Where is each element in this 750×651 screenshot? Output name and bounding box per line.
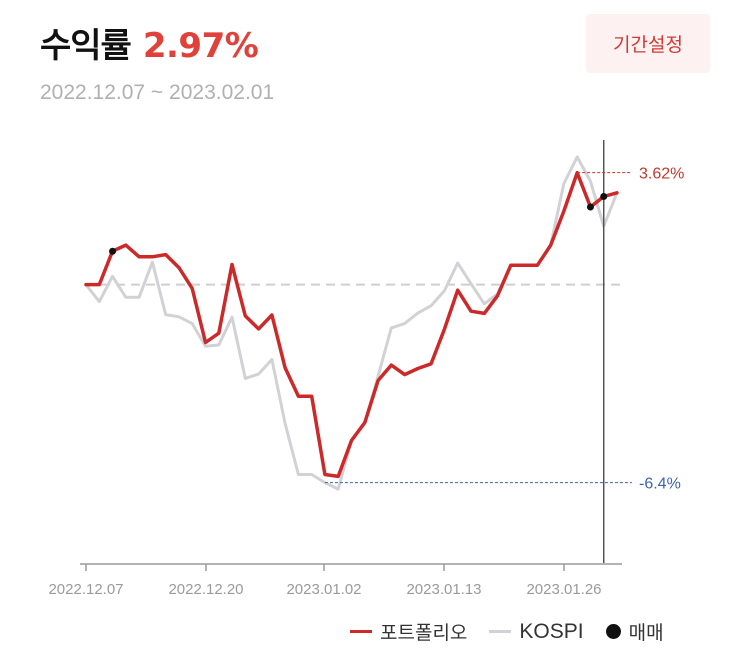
portfolio-line — [84, 170, 619, 479]
legend-label-kospi: KOSPI — [519, 619, 584, 643]
return-value: 2.97% — [142, 26, 259, 66]
x-tick-label: 2023.01.13 — [406, 581, 481, 598]
x-tick-label: 2023.01.02 — [286, 581, 361, 598]
period-settings-button[interactable]: 기간설정 — [586, 14, 710, 73]
header: 수익률 2.97% 2022.12.07 ~ 2023.02.01 — [40, 18, 274, 105]
max-value-label: 3.62% — [639, 166, 684, 183]
trade-marker — [600, 192, 608, 200]
page-title: 수익률 — [40, 26, 132, 66]
legend-item-trades: 매매 — [605, 618, 664, 645]
title-row: 수익률 2.97% — [40, 18, 274, 67]
period-range: 2022.12.07 ~ 2023.02.01 — [40, 81, 275, 104]
x-tick-label: 2022.12.20 — [168, 581, 243, 598]
chart-legend: 포트폴리오 KOSPI 매매 — [350, 618, 664, 645]
legend-label-portfolio: 포트폴리오 — [380, 622, 468, 644]
trade-dot-icon — [605, 624, 621, 639]
legend-label-trades: 매매 — [628, 622, 664, 644]
trade-marker — [586, 203, 594, 211]
x-tick-label: 2023.01.26 — [526, 581, 601, 598]
min-value-label: -6.4% — [639, 476, 681, 493]
x-tick-label: 2022.12.07 — [48, 581, 123, 598]
kospi-line-swatch — [489, 630, 512, 633]
portfolio-line-swatch — [350, 630, 372, 633]
legend-item-portfolio: 포트폴리오 — [350, 618, 467, 645]
trade-marker — [109, 247, 117, 255]
legend-item-kospi: KOSPI — [489, 619, 584, 644]
